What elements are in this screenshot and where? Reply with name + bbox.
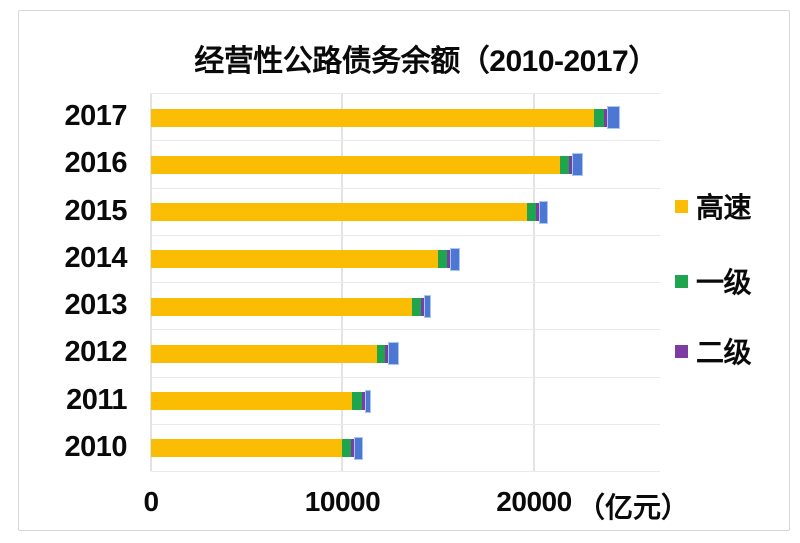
bar-segment-一级[interactable]	[594, 108, 605, 127]
y-axis-label-2012: 2012	[64, 336, 127, 369]
bar-segment-一级[interactable]	[559, 155, 569, 174]
y-axis-label-2013: 2013	[64, 289, 127, 321]
legend-label-gaosu: 高速	[696, 192, 752, 223]
legend-item-gaosu[interactable]: 高速	[675, 191, 752, 223]
stacked-bar-2012	[151, 342, 399, 366]
legend-swatch-gaosu	[675, 199, 688, 213]
bar-segment-高速[interactable]	[151, 155, 560, 174]
y-axis-label-2017: 2017	[64, 100, 127, 132]
legend-swatch-erji	[675, 344, 688, 358]
bar-segment-高速[interactable]	[151, 439, 342, 458]
plot-area	[150, 93, 660, 472]
selection-highlight	[607, 106, 621, 129]
bar-segment-一级[interactable]	[412, 297, 421, 316]
bar-segment-一级[interactable]	[376, 344, 386, 363]
x-tick-label: 0	[143, 486, 159, 517]
stacked-bar-2013	[151, 295, 432, 318]
x-tick-label: 20000	[496, 486, 572, 517]
bar-segment-高速[interactable]	[151, 250, 439, 269]
selection-highlight	[538, 200, 549, 224]
selection-highlight	[450, 247, 461, 271]
bar-segment-二级[interactable]	[535, 200, 549, 224]
stacked-bar-2015	[151, 200, 549, 224]
bar-segment-高速[interactable]	[151, 203, 528, 221]
legend-label-yiji: 一级	[696, 267, 752, 298]
chart-title: 经营性公路债务余额（2010-2017）	[194, 45, 658, 78]
legend-item-erji[interactable]: 二级	[675, 336, 752, 368]
bar-segment-高速[interactable]	[151, 392, 352, 410]
bar-segment-二级[interactable]	[568, 153, 583, 177]
legend-label-erji: 二级	[696, 337, 752, 368]
y-axis-label-2016: 2016	[64, 147, 127, 180]
bar-row-2017	[151, 93, 660, 140]
bar-segment-高速[interactable]	[151, 297, 413, 316]
bar-segment-二级[interactable]	[350, 436, 364, 460]
bar-segment-二级[interactable]	[385, 342, 399, 366]
bar-segment-二级[interactable]	[604, 106, 621, 129]
bar-row-2011	[151, 376, 660, 424]
stacked-bar-2016	[151, 153, 583, 177]
stacked-bar-2014	[151, 247, 461, 271]
selection-highlight	[571, 153, 583, 177]
stacked-bar-2010	[151, 436, 364, 460]
bar-row-2010	[151, 423, 660, 471]
y-axis-label-2015: 2015	[64, 194, 127, 227]
bar-segment-二级[interactable]	[361, 389, 371, 413]
bar-segment-一级[interactable]	[341, 439, 351, 458]
stacked-bar-2011	[151, 389, 371, 413]
bar-segment-二级[interactable]	[447, 247, 461, 271]
y-axis-label-2010: 2010	[64, 430, 127, 463]
x-axis-unit-label: （亿元）	[577, 492, 690, 523]
bar-segment-一级[interactable]	[438, 250, 448, 269]
chart-frame-border	[18, 10, 790, 531]
bar-segment-高速[interactable]	[151, 344, 377, 363]
legend-swatch-yiji	[675, 274, 688, 288]
bar-segment-高速[interactable]	[151, 108, 595, 127]
stacked-bar-2017	[151, 106, 621, 129]
selection-highlight	[423, 295, 432, 318]
bar-row-2016	[151, 140, 660, 187]
selection-highlight	[364, 389, 371, 413]
selection-highlight	[353, 436, 364, 460]
x-tick-label: 10000	[304, 486, 381, 517]
y-axis-label-2011: 2011	[66, 383, 127, 416]
legend-item-yiji[interactable]: 一级	[675, 266, 752, 298]
bar-segment-一级[interactable]	[527, 203, 536, 221]
bar-row-2013	[151, 282, 660, 329]
y-axis-label-2014: 2014	[64, 241, 127, 274]
bar-row-2015	[151, 187, 660, 235]
selection-highlight	[388, 342, 399, 366]
y-axis-labels: 2017 2016 2015 2014 2013 2012 2011 2010	[30, 93, 127, 471]
bar-segment-一级[interactable]	[351, 392, 362, 410]
bar-row-2012	[151, 329, 660, 376]
bar-segment-二级[interactable]	[420, 295, 432, 318]
bar-row-2014	[151, 234, 660, 282]
